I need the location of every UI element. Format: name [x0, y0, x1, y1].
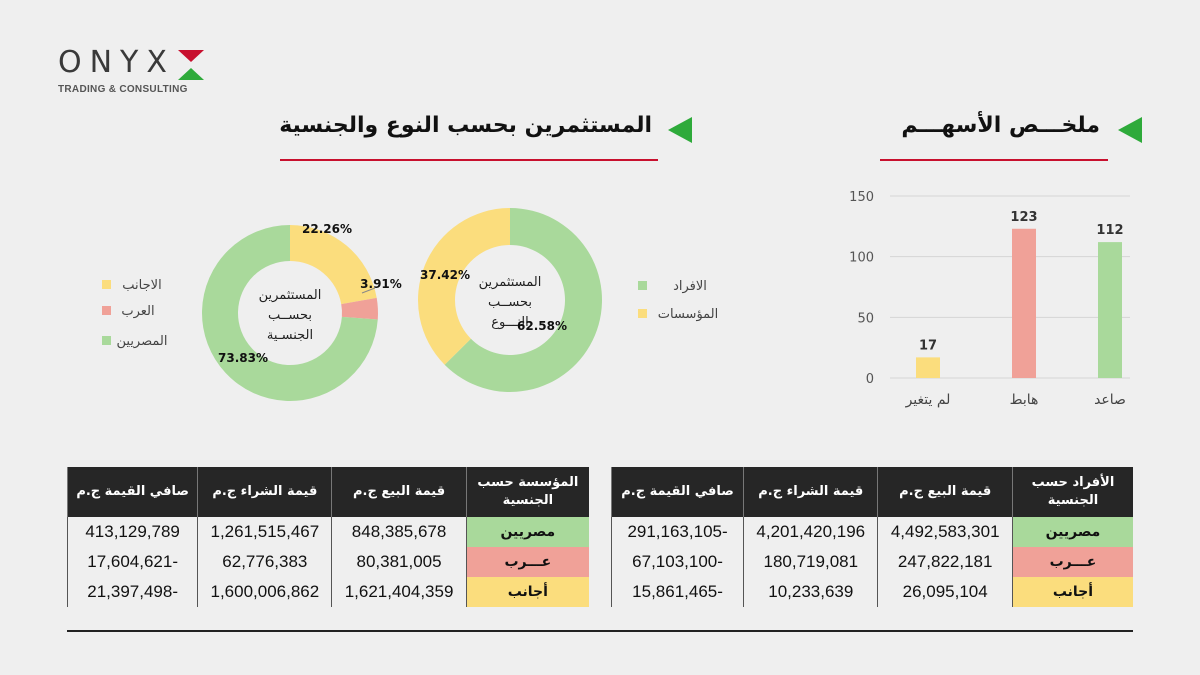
- investors-title-underline: [280, 159, 658, 161]
- table-row: أجانب 26,095,104 10,233,639 -15,861,465: [610, 577, 1133, 607]
- label-leader-line: [361, 287, 376, 294]
- row-category: أجانب: [465, 577, 589, 607]
- bar-value-label: 17: [919, 338, 937, 353]
- row-net: -67,103,100: [610, 547, 744, 577]
- legend-label: الاجانب: [122, 278, 161, 293]
- row-sell: 1,621,404,359: [331, 577, 467, 607]
- header-buy: قيمة الشراء ج.م: [197, 467, 332, 517]
- row-category: عـــرب: [1011, 547, 1133, 577]
- donut-value-label: 62.58%: [517, 319, 567, 333]
- header-net: صافي القيمة ج.م: [66, 467, 198, 517]
- donut-slice-2: [202, 225, 378, 401]
- table-row: مصريين 848,385,678 1,261,515,467 413,129…: [66, 517, 589, 547]
- y-tick-label: 0: [866, 372, 874, 387]
- x-tick-label: لم يتغير: [905, 392, 951, 408]
- header-sell: قيمة البيع ج.م: [331, 467, 467, 517]
- row-buy: 1,261,515,467: [197, 517, 332, 547]
- donut-center-label: المستثمرين: [259, 288, 322, 303]
- donut-value-label: 37.42%: [420, 268, 470, 282]
- legend-swatch-0: [638, 281, 647, 290]
- institutions-table: المؤسسة حسب الجنسية قيمة البيع ج.م قيمة …: [66, 467, 589, 607]
- legend-label: المؤسسات: [658, 307, 719, 322]
- logo-wordmark: ONYX: [58, 45, 175, 80]
- row-category: مصريين: [1011, 517, 1133, 547]
- bar-value-label: 112: [1096, 223, 1123, 238]
- table-row: أجانب 1,621,404,359 1,600,006,862 -21,39…: [66, 577, 589, 607]
- table-row: عـــرب 247,822,181 180,719,081 -67,103,1…: [610, 547, 1133, 577]
- row-net: -17,604,621: [66, 547, 198, 577]
- table-header-row: المؤسسة حسب الجنسية قيمة البيع ج.م قيمة …: [66, 467, 589, 517]
- row-sell: 247,822,181: [877, 547, 1013, 577]
- y-tick-label: 100: [849, 251, 874, 266]
- legend-label: الافراد: [673, 279, 707, 294]
- row-buy: 1,600,006,862: [197, 577, 332, 607]
- row-buy: 10,233,639: [743, 577, 878, 607]
- donut-center-label: بحســب: [268, 308, 312, 323]
- y-tick-label: 50: [857, 311, 874, 326]
- donut-value-label: 22.26%: [302, 222, 352, 236]
- x-tick-label: هابط: [1010, 392, 1039, 408]
- logo-x-mark-icon: [178, 50, 204, 80]
- donut-center-label: بحســب: [488, 295, 532, 310]
- header-sell: قيمة البيع ج.م: [877, 467, 1013, 517]
- header-category: الأفراد حسب الجنسية: [1011, 467, 1133, 517]
- legend-swatch-2: [102, 336, 111, 345]
- bar-value-label: 123: [1010, 210, 1037, 225]
- bar-0: [1098, 242, 1122, 378]
- row-category: مصريين: [465, 517, 589, 547]
- row-category: عـــرب: [465, 547, 589, 577]
- donut-slice-1: [418, 208, 510, 365]
- donut-value-label: 3.91%: [360, 277, 402, 291]
- row-buy: 4,201,420,196: [743, 517, 878, 547]
- row-buy: 180,719,081: [743, 547, 878, 577]
- x-tick-label: صاعد: [1094, 392, 1126, 408]
- row-sell: 4,492,583,301: [877, 517, 1013, 547]
- table-row: مصريين 4,492,583,301 4,201,420,196 -291,…: [610, 517, 1133, 547]
- header-net: صافي القيمة ج.م: [610, 467, 744, 517]
- donut-value-label: 73.83%: [218, 351, 268, 365]
- legend-swatch-1: [638, 309, 647, 318]
- row-sell: 80,381,005: [331, 547, 467, 577]
- donut-slice-0: [290, 225, 377, 305]
- legend-label: العرب: [121, 304, 154, 319]
- donut-slice-0: [444, 208, 602, 392]
- logo-tagline: TRADING & CONSULTING: [58, 84, 188, 95]
- row-net: -15,861,465: [610, 577, 744, 607]
- header-category: المؤسسة حسب الجنسية: [465, 467, 589, 517]
- row-category: أجانب: [1011, 577, 1133, 607]
- donut-center-label: المستثمرين: [479, 275, 542, 290]
- stocks-section-title: ملخـــص الأسهـــم: [901, 113, 1100, 138]
- bar-2: [916, 357, 940, 378]
- legend-swatch-1: [102, 306, 111, 315]
- row-net: -291,163,105: [610, 517, 744, 547]
- header-buy: قيمة الشراء ج.م: [743, 467, 878, 517]
- table-header-row: الأفراد حسب الجنسية قيمة البيع ج.م قيمة …: [610, 467, 1133, 517]
- donut-slice-1: [341, 297, 378, 320]
- stocks-bar-chart: 0 50 100 150 112 صاعد 123 هابط 17 لم يتغير: [849, 190, 1130, 408]
- row-sell: 848,385,678: [331, 517, 467, 547]
- investors-by-nationality-donut: المستثمرين بحســب الجنسـية 22.26% 3.91% 73.83…: [102, 222, 402, 401]
- investors-section-title: المستثمرين بحسب النوع والجنسية: [279, 113, 652, 138]
- row-sell: 26,095,104: [877, 577, 1013, 607]
- row-net: 413,129,789: [66, 517, 198, 547]
- donut-center-label: النـــوع: [491, 315, 528, 330]
- table-row: عـــرب 80,381,005 62,776,383 -17,604,621: [66, 547, 589, 577]
- row-buy: 62,776,383: [197, 547, 332, 577]
- bar-1: [1012, 228, 1036, 378]
- row-net: -21,397,498: [66, 577, 198, 607]
- company-logo: ONYX TRADING & CONSULTING: [58, 45, 208, 96]
- individuals-table: الأفراد حسب الجنسية قيمة البيع ج.م قيمة …: [610, 467, 1133, 607]
- y-tick-label: 150: [849, 190, 874, 205]
- legend-swatch-0: [102, 280, 111, 289]
- stocks-arrow-icon: [1118, 117, 1142, 143]
- investors-arrow-icon: [668, 117, 692, 143]
- donut-center-label: الجنسـية: [267, 328, 313, 343]
- stocks-title-underline: [880, 159, 1108, 161]
- bottom-divider: [67, 630, 1133, 632]
- legend-label: المصريين: [117, 334, 168, 349]
